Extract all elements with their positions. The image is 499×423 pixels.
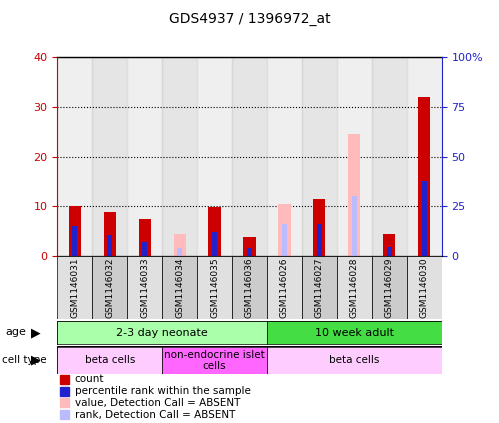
Bar <box>162 57 197 256</box>
Bar <box>372 256 407 319</box>
Bar <box>337 57 372 256</box>
Text: percentile rank within the sample: percentile rank within the sample <box>75 386 250 396</box>
Text: non-endocrine islet
cells: non-endocrine islet cells <box>164 349 265 371</box>
Text: GSM1146029: GSM1146029 <box>385 258 394 319</box>
Bar <box>244 237 255 256</box>
Bar <box>247 248 252 256</box>
Bar <box>337 256 372 319</box>
Bar <box>348 134 360 256</box>
Text: GDS4937 / 1396972_at: GDS4937 / 1396972_at <box>169 12 330 26</box>
Text: GSM1146032: GSM1146032 <box>105 258 114 319</box>
Bar <box>69 206 81 256</box>
Text: beta cells: beta cells <box>85 355 135 365</box>
Text: ▶: ▶ <box>31 354 40 367</box>
Text: 10 week adult: 10 week adult <box>315 328 394 338</box>
Bar <box>278 204 290 256</box>
Text: GSM1146028: GSM1146028 <box>350 258 359 319</box>
Bar <box>177 248 182 256</box>
Bar <box>352 196 357 256</box>
Bar <box>57 347 162 374</box>
Text: value, Detection Call = ABSENT: value, Detection Call = ABSENT <box>75 398 240 408</box>
Bar <box>387 247 392 256</box>
Bar <box>57 57 92 256</box>
Bar <box>282 224 287 256</box>
Text: 2-3 day neonate: 2-3 day neonate <box>116 328 208 338</box>
Bar <box>142 242 147 256</box>
Bar <box>162 256 197 319</box>
Bar <box>197 256 232 319</box>
Bar <box>197 57 232 256</box>
Text: ▶: ▶ <box>31 326 40 339</box>
Text: GSM1146026: GSM1146026 <box>280 258 289 319</box>
Text: GSM1146030: GSM1146030 <box>420 258 429 319</box>
Bar <box>267 321 442 344</box>
Bar <box>127 57 162 256</box>
Bar <box>92 57 127 256</box>
Bar <box>139 219 151 256</box>
Bar <box>267 256 302 319</box>
Bar <box>107 235 112 256</box>
Bar <box>302 256 337 319</box>
Text: rank, Detection Call = ABSENT: rank, Detection Call = ABSENT <box>75 410 235 420</box>
Text: GSM1146035: GSM1146035 <box>210 258 219 319</box>
Bar <box>57 321 267 344</box>
Bar <box>267 57 302 256</box>
Bar <box>57 256 92 319</box>
Bar <box>302 57 337 256</box>
Bar <box>232 256 267 319</box>
Bar <box>92 256 127 319</box>
Bar <box>72 226 77 256</box>
Bar <box>267 347 442 374</box>
Text: GSM1146033: GSM1146033 <box>140 258 149 319</box>
Bar <box>407 57 442 256</box>
Bar <box>407 256 442 319</box>
Bar <box>372 57 407 256</box>
Bar <box>104 212 116 256</box>
Bar <box>317 224 322 256</box>
Bar <box>209 207 221 256</box>
Bar <box>127 256 162 319</box>
Bar <box>418 97 430 256</box>
Text: GSM1146036: GSM1146036 <box>245 258 254 319</box>
Bar <box>422 181 427 256</box>
Bar <box>383 233 395 256</box>
Bar <box>313 199 325 256</box>
Text: cell type: cell type <box>2 355 47 365</box>
Text: age: age <box>5 327 26 338</box>
Text: count: count <box>75 374 104 384</box>
Text: GSM1146034: GSM1146034 <box>175 258 184 319</box>
Text: GSM1146031: GSM1146031 <box>70 258 79 319</box>
Text: GSM1146027: GSM1146027 <box>315 258 324 319</box>
Text: beta cells: beta cells <box>329 355 379 365</box>
Bar <box>174 233 186 256</box>
Bar <box>232 57 267 256</box>
Bar <box>162 347 267 374</box>
Bar <box>212 232 217 256</box>
